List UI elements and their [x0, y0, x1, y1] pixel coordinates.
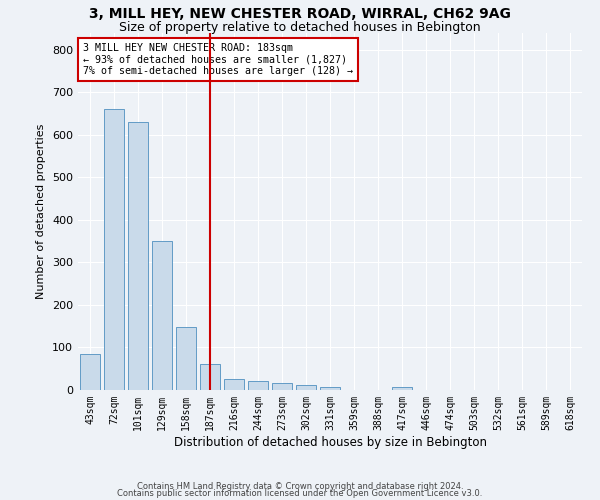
Bar [176, 327, 196, 390]
Text: 3, MILL HEY, NEW CHESTER ROAD, WIRRAL, CH62 9AG: 3, MILL HEY, NEW CHESTER ROAD, WIRRAL, C… [89, 8, 511, 22]
Text: Size of property relative to detached houses in Bebington: Size of property relative to detached ho… [119, 21, 481, 34]
Text: Contains HM Land Registry data © Crown copyright and database right 2024.: Contains HM Land Registry data © Crown c… [137, 482, 463, 491]
Bar [80, 354, 100, 390]
Bar [200, 364, 220, 390]
Bar [104, 109, 124, 390]
Bar [296, 385, 316, 390]
Text: Contains public sector information licensed under the Open Government Licence v3: Contains public sector information licen… [118, 489, 482, 498]
Bar [272, 383, 292, 390]
Bar [128, 122, 148, 390]
Bar [224, 380, 244, 390]
Bar [392, 386, 412, 390]
Bar [248, 382, 268, 390]
Text: 3 MILL HEY NEW CHESTER ROAD: 183sqm
← 93% of detached houses are smaller (1,827): 3 MILL HEY NEW CHESTER ROAD: 183sqm ← 93… [83, 43, 353, 76]
Y-axis label: Number of detached properties: Number of detached properties [37, 124, 46, 299]
Bar [152, 241, 172, 390]
X-axis label: Distribution of detached houses by size in Bebington: Distribution of detached houses by size … [173, 436, 487, 448]
Bar [320, 387, 340, 390]
